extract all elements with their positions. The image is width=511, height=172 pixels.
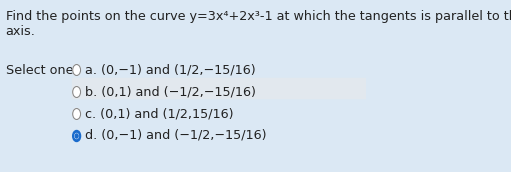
Text: Select one:: Select one: bbox=[6, 64, 78, 77]
Bar bbox=[72, 78, 366, 98]
Text: b. (0,1) and (−1/2,−15/16): b. (0,1) and (−1/2,−15/16) bbox=[85, 85, 256, 98]
Text: Find the points on the curve y=3x⁴+2x³-1 at which the tangents is parallel to th: Find the points on the curve y=3x⁴+2x³-1… bbox=[6, 10, 511, 23]
Circle shape bbox=[75, 134, 78, 138]
Circle shape bbox=[73, 64, 81, 76]
Circle shape bbox=[73, 87, 81, 98]
Text: axis.: axis. bbox=[6, 25, 36, 38]
Text: c. (0,1) and (1/2,15/16): c. (0,1) and (1/2,15/16) bbox=[85, 107, 234, 120]
Text: a. (0,−1) and (1/2,−15/16): a. (0,−1) and (1/2,−15/16) bbox=[85, 63, 256, 76]
Circle shape bbox=[73, 131, 81, 142]
Circle shape bbox=[75, 133, 78, 138]
Circle shape bbox=[73, 109, 81, 120]
Text: d. (0,−1) and (−1/2,−15/16): d. (0,−1) and (−1/2,−15/16) bbox=[85, 129, 267, 142]
